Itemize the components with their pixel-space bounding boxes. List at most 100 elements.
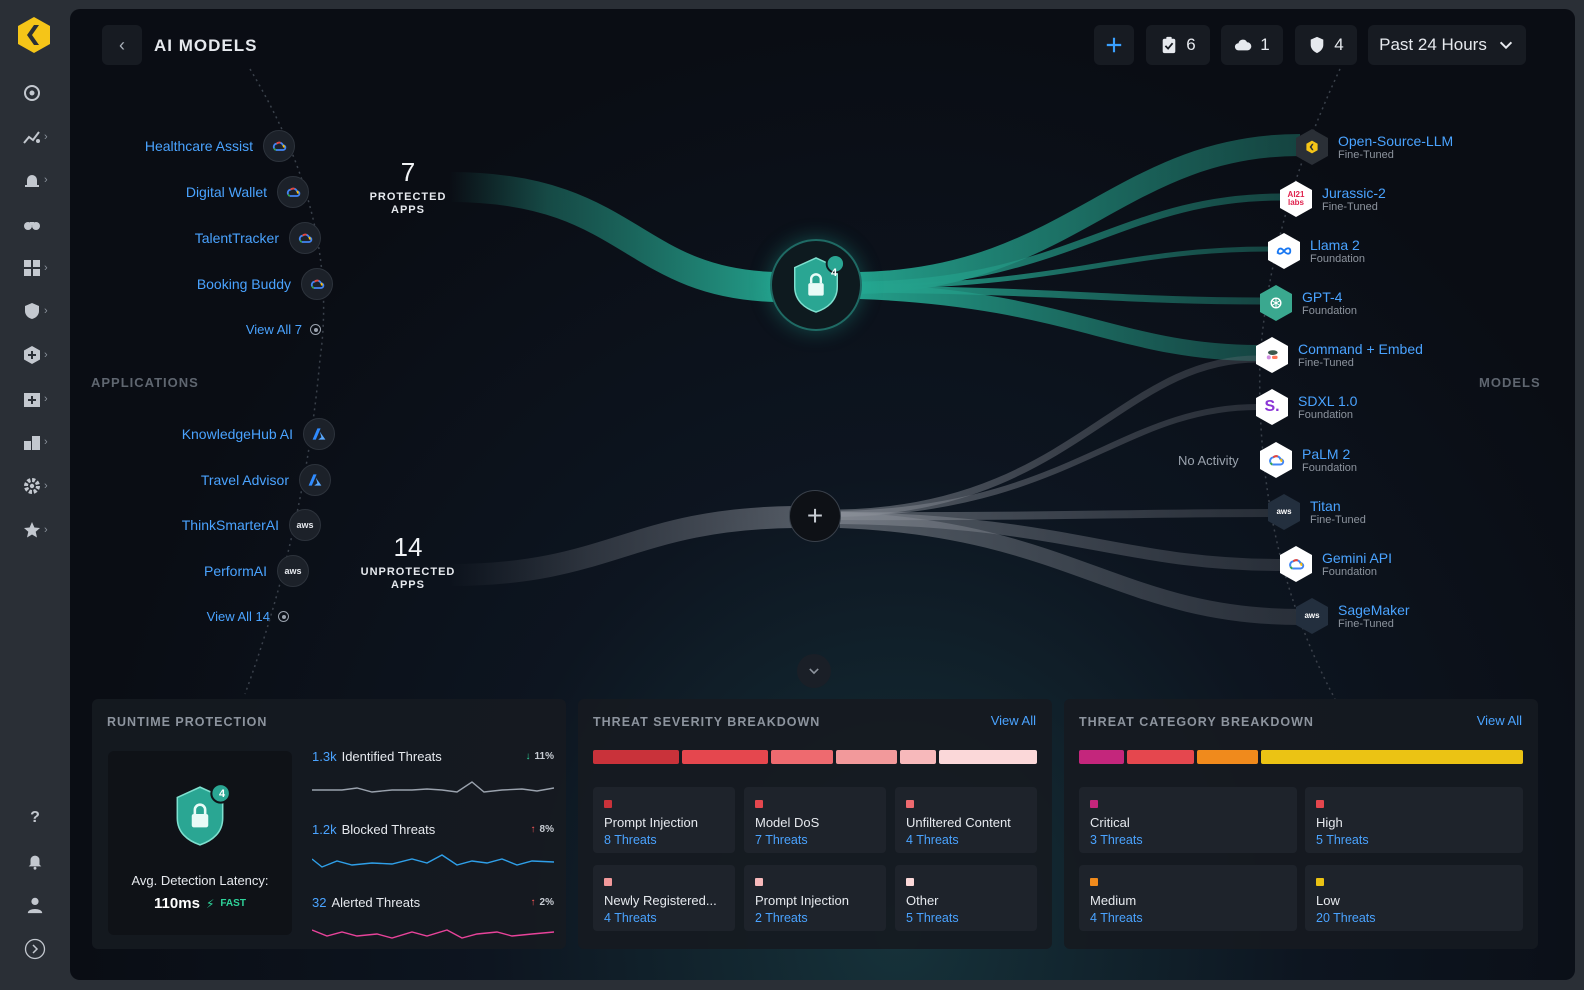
nav-settings[interactable]: › bbox=[22, 473, 56, 499]
threat-tile[interactable]: Newly Registered... 4 Threats bbox=[593, 865, 735, 931]
cloud-button[interactable]: 1 bbox=[1221, 25, 1283, 65]
nav-reports[interactable]: › bbox=[22, 429, 56, 455]
threat-tile[interactable]: Medium 4 Threats bbox=[1079, 865, 1297, 931]
flow-diagram bbox=[244, 68, 1341, 699]
category-view-all-link[interactable]: View All bbox=[1476, 713, 1522, 728]
threat-tile[interactable]: Other 5 Threats bbox=[895, 865, 1037, 931]
threat-name: Medium bbox=[1090, 893, 1137, 908]
bar-segment[interactable] bbox=[1197, 750, 1259, 764]
nav-deploy[interactable]: › bbox=[22, 386, 56, 412]
nav-dashboard[interactable] bbox=[22, 80, 56, 106]
unprotected-hub[interactable]: + bbox=[789, 490, 841, 542]
expand-sidebar-icon[interactable] bbox=[24, 938, 46, 960]
model-item[interactable]: Llama 2 Foundation bbox=[1268, 233, 1365, 269]
bar-segment[interactable] bbox=[1079, 750, 1125, 764]
model-item[interactable]: AI21 labs Jurassic-2 Fine-Tuned bbox=[1280, 181, 1386, 217]
runtime-title: RUNTIME PROTECTION bbox=[107, 715, 268, 729]
add-button[interactable] bbox=[1094, 25, 1134, 65]
model-text: Llama 2 Foundation bbox=[1310, 237, 1365, 266]
threat-tile[interactable]: Unfiltered Content 4 Threats bbox=[895, 787, 1037, 853]
app-item[interactable]: Booking Buddy bbox=[197, 268, 333, 300]
threat-tile[interactable]: Prompt Injection 2 Threats bbox=[744, 865, 886, 931]
nav-alerts[interactable]: › bbox=[22, 167, 56, 193]
model-item[interactable]: S. SDXL 1.0 Foundation bbox=[1256, 389, 1357, 425]
bar-segment[interactable] bbox=[593, 750, 680, 764]
model-item[interactable]: GPT-4 Foundation bbox=[1260, 285, 1357, 321]
model-name: Command + Embed bbox=[1298, 340, 1423, 357]
bell-icon[interactable] bbox=[24, 850, 46, 872]
threat-tile[interactable]: Prompt Injection 8 Threats bbox=[593, 787, 735, 853]
model-item[interactable]: aws SageMaker Fine-Tuned bbox=[1296, 598, 1410, 634]
app-item[interactable]: ThinkSmarterAI aws bbox=[182, 509, 321, 541]
threat-tile[interactable]: Low 20 Threats bbox=[1305, 865, 1523, 931]
bar-segment[interactable] bbox=[682, 750, 769, 764]
apps-grid-icon bbox=[24, 260, 40, 276]
model-item[interactable]: Open-Source-LLM Fine-Tuned bbox=[1296, 129, 1453, 165]
protected-hub[interactable]: 4 bbox=[770, 239, 862, 331]
threat-tile[interactable]: High 5 Threats bbox=[1305, 787, 1523, 853]
bar-segment[interactable] bbox=[771, 750, 833, 764]
nav-policies[interactable]: › bbox=[22, 298, 56, 324]
bar-segment[interactable] bbox=[938, 750, 1037, 764]
chevron-right-icon: › bbox=[44, 174, 48, 186]
google-cloud-icon bbox=[263, 130, 295, 162]
aws-icon: aws bbox=[1268, 494, 1300, 530]
user-icon[interactable] bbox=[24, 894, 46, 916]
threat-tile[interactable]: Model DoS 7 Threats bbox=[744, 787, 886, 853]
app-item[interactable]: Travel Advisor bbox=[201, 464, 331, 496]
bar-segment[interactable] bbox=[835, 750, 897, 764]
severity-title: THREAT SEVERITY BREAKDOWN bbox=[593, 715, 821, 729]
shield-lock-icon bbox=[794, 254, 845, 313]
bar-segment[interactable] bbox=[899, 750, 936, 764]
view-all-unprotected-link[interactable]: View All 14 bbox=[207, 609, 289, 624]
back-button[interactable]: ‹ bbox=[102, 25, 142, 65]
package-plus-icon bbox=[24, 393, 40, 407]
app-item[interactable]: Healthcare Assist bbox=[145, 130, 295, 162]
tasks-button[interactable]: 6 bbox=[1146, 25, 1210, 65]
metric-row[interactable]: 32 Alerted Threats ↑ 2% bbox=[312, 895, 554, 948]
app-name: KnowledgeHub AI bbox=[181, 426, 293, 442]
cloud-count: 1 bbox=[1260, 35, 1270, 54]
model-item[interactable]: Command + Embed Fine-Tuned bbox=[1256, 337, 1423, 373]
chevron-down-icon bbox=[809, 668, 819, 675]
sidebar: › › › › › › › › › ? bbox=[0, 0, 70, 990]
metric-row[interactable]: 1.2k Blocked Threats ↑ 8% bbox=[312, 822, 554, 875]
app-logo[interactable] bbox=[16, 16, 52, 54]
app-item[interactable]: PerformAI aws bbox=[204, 555, 309, 587]
chevron-right-icon: › bbox=[44, 524, 48, 536]
nav-analytics[interactable]: › bbox=[22, 124, 56, 150]
sparkline bbox=[312, 929, 554, 939]
category-title: THREAT CATEGORY BREAKDOWN bbox=[1079, 715, 1314, 729]
model-item[interactable]: PaLM 2 Foundation bbox=[1260, 442, 1357, 478]
runtime-badge: 4 bbox=[219, 788, 226, 800]
app-item[interactable]: Digital Wallet bbox=[186, 176, 309, 208]
app-item[interactable]: TalentTracker bbox=[195, 222, 321, 254]
time-range-select[interactable]: Past 24 Hours bbox=[1368, 25, 1526, 65]
nav-add-protection[interactable]: › bbox=[22, 342, 56, 368]
page-title: AI MODELS bbox=[154, 36, 258, 55]
model-item[interactable]: aws Titan Fine-Tuned bbox=[1268, 494, 1366, 530]
model-type: Foundation bbox=[1298, 408, 1354, 421]
severity-view-all-link[interactable]: View All bbox=[990, 713, 1036, 728]
shield-button[interactable]: 4 bbox=[1295, 25, 1357, 65]
nav-investigate[interactable] bbox=[22, 211, 56, 237]
protected-inflow bbox=[449, 172, 776, 302]
threat-tile[interactable]: Critical 3 Threats bbox=[1079, 787, 1297, 853]
view-all-protected-link[interactable]: View All 7 bbox=[246, 322, 321, 337]
app-name: Travel Advisor bbox=[200, 472, 289, 488]
scroll-down-button[interactable] bbox=[797, 654, 831, 688]
model-item[interactable]: Gemini API Foundation bbox=[1280, 546, 1392, 582]
protected-badge: 4 bbox=[831, 267, 838, 279]
nav-apps[interactable]: › bbox=[22, 255, 56, 281]
help-icon[interactable]: ? bbox=[30, 809, 40, 826]
threat-count: 5 Threats bbox=[906, 911, 959, 925]
metric-row[interactable]: 1.3k Identified Threats ↓ 11% bbox=[312, 749, 554, 802]
sparkline bbox=[312, 781, 554, 793]
latency-card: 4 Avg. Detection Latency: 110ms ⚡ FAST bbox=[108, 751, 292, 935]
bar-segment[interactable] bbox=[1261, 750, 1523, 764]
color-swatch bbox=[604, 800, 612, 808]
models-label: MODELS bbox=[1479, 375, 1541, 390]
app-item[interactable]: KnowledgeHub AI bbox=[182, 418, 335, 450]
nav-favorites[interactable]: › bbox=[22, 517, 56, 543]
bar-segment[interactable] bbox=[1127, 750, 1195, 764]
